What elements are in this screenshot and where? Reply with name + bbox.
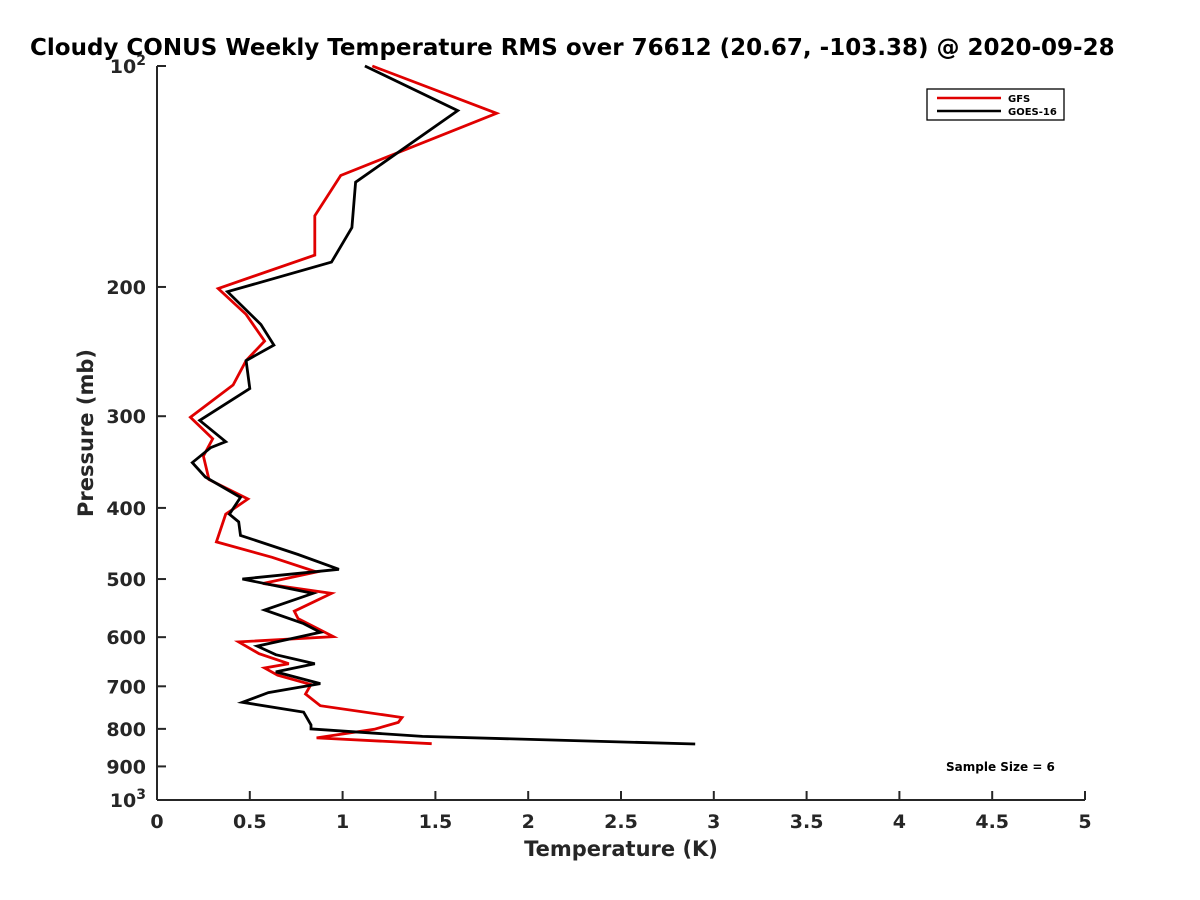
- y-tick-label: 600: [106, 627, 146, 649]
- x-tick-label: 1: [336, 811, 349, 833]
- x-tick-label: 1.5: [419, 811, 453, 833]
- chart-title: Cloudy CONUS Weekly Temperature RMS over…: [30, 35, 1115, 61]
- y-tick-label: 400: [106, 498, 146, 520]
- x-axis-ticks: 0 0.5 1 1.5 2 2.5 3 3.5 4 4.5 5: [150, 791, 1092, 833]
- y-tick-label: 800: [106, 719, 146, 741]
- y-tick-label: 102: [110, 53, 146, 78]
- y-tick-label: 900: [106, 756, 146, 778]
- legend-label-gfs: GFS: [1008, 94, 1030, 105]
- x-tick-label: 0.5: [233, 811, 267, 833]
- x-tick-label: 0: [150, 811, 163, 833]
- plot-area: 0 0.5 1 1.5 2 2.5 3 3.5 4 4.5 5 102 200 300 400 500 600…: [106, 53, 1091, 833]
- x-tick-label: 3: [707, 811, 720, 833]
- y-tick-label: 500: [106, 569, 146, 591]
- x-axis-label: Temperature (K): [524, 837, 718, 861]
- y-axis-label: Pressure (mb): [74, 349, 98, 517]
- x-tick-label: 2: [522, 811, 535, 833]
- x-tick-label: 4.5: [975, 811, 1009, 833]
- series-line-gfs: [188, 64, 501, 746]
- legend: GFS GOES-16: [926, 88, 1065, 121]
- x-tick-label: 4: [893, 811, 906, 833]
- x-tick-label: 5: [1078, 811, 1091, 833]
- legend-box: [926, 88, 1065, 121]
- y-tick-label: 200: [106, 277, 146, 299]
- y-tick-label: 300: [106, 406, 146, 428]
- x-tick-label: 3.5: [790, 811, 824, 833]
- sample-size-annotation: Sample Size = 6: [946, 760, 1055, 774]
- y-axis-ticks: 102 200 300 400 500 600 700 800 900 103: [106, 53, 166, 812]
- series-line-goes-16: [190, 64, 696, 746]
- series-lines: [188, 64, 696, 746]
- y-tick-label: 103: [110, 787, 146, 812]
- y-tick-label: 700: [106, 676, 146, 698]
- legend-label-goes-16: GOES-16: [1008, 107, 1057, 118]
- x-tick-label: 2.5: [604, 811, 638, 833]
